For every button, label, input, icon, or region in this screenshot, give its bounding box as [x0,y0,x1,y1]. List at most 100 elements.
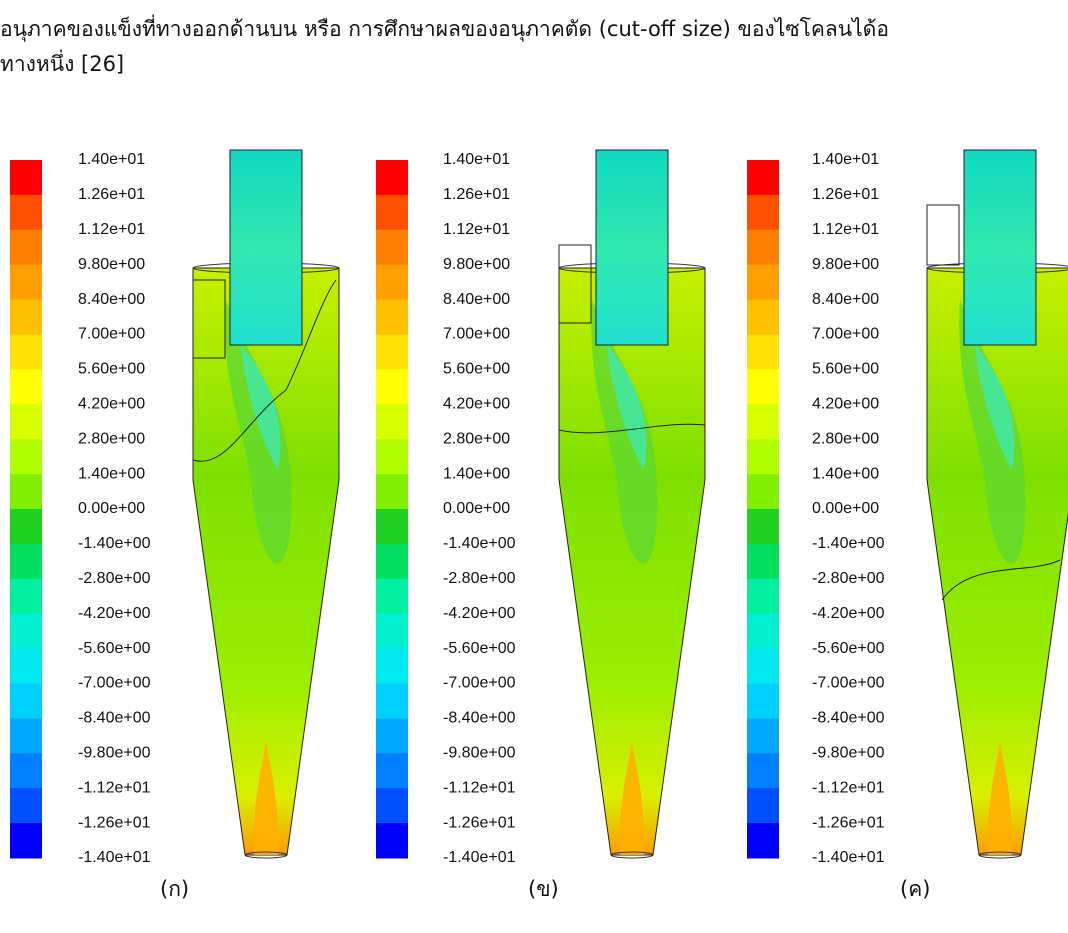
colorbar-band [376,264,408,301]
colorbar-band [10,718,42,754]
colorbar-band [10,753,42,789]
colorbar-band [10,299,42,335]
colorbar-label: 7.00e+00 [78,326,145,343]
colorbar-band [747,194,779,231]
colorbar-label: -1.40e+01 [443,849,516,866]
colorbar-band [747,753,779,789]
colorbar-label: 2.80e+00 [443,430,510,447]
colorbar-label: 1.12e+01 [443,221,510,238]
colorbar-band [10,613,42,650]
vortex-finder [595,149,669,346]
colorbar-label: 9.80e+00 [443,256,510,273]
colorbar-label: 1.26e+01 [443,186,510,203]
colorbar-band [10,578,42,615]
colorbar-label: 8.40e+00 [812,291,879,308]
colorbar-label: 7.00e+00 [443,326,510,343]
vortex-finder [963,149,1037,346]
colorbar-band [747,299,779,335]
colorbar-label: 1.40e+00 [78,465,145,482]
colorbar-label: -9.80e+00 [78,745,151,762]
colorbar-band [10,194,42,231]
colorbar-label: 5.60e+00 [443,361,510,378]
colorbar-band [376,194,408,231]
colorbar-band [376,509,408,545]
colorbar-band [747,823,779,859]
colorbar-band [376,474,408,510]
colorbar-label: -7.00e+00 [78,675,151,692]
colorbar-label: 0.00e+00 [443,500,510,517]
colorbar-label: 1.40e+01 [812,151,879,168]
colorbar-label: 4.20e+00 [78,396,145,413]
colorbar-label: -4.20e+00 [812,605,885,622]
colorbar-band [376,160,408,196]
colorbar-band [747,474,779,510]
colorbar-band [10,509,42,545]
colorbar-label: -1.12e+01 [812,779,885,796]
colorbar-label: -7.00e+00 [812,675,885,692]
colorbar-label: -1.26e+01 [812,814,885,831]
colorbar-label: -1.12e+01 [78,779,151,796]
colorbar-label: -1.40e+01 [78,849,151,866]
panel-caption: (ค) [900,877,930,901]
colorbar-label: -4.20e+00 [443,605,516,622]
colorbar-band [10,474,42,510]
colorbar-label: -1.40e+00 [443,535,516,552]
body-text: อนุภาคของแข็งที่ทางออกด้านบน หรือ การศึก… [0,14,889,42]
colorbar-band [747,648,779,684]
cyclone [192,149,340,859]
colorbar-band [10,264,42,301]
panel-caption: (ข) [528,877,559,901]
colorbar-band [376,718,408,754]
colorbar-band [747,334,779,370]
colorbar-band [376,613,408,650]
colorbar-label: 1.12e+01 [78,221,145,238]
colorbar-band [376,299,408,335]
colorbar-band [747,229,779,266]
colorbar-label: 9.80e+00 [78,256,145,273]
colorbar-label: -4.20e+00 [78,605,151,622]
colorbar-band [10,683,42,719]
colorbar-label: 7.00e+00 [812,326,879,343]
colorbar-label: 5.60e+00 [812,361,879,378]
colorbar-band [10,229,42,266]
colorbar-label: -5.60e+00 [812,640,885,657]
core-inner [241,345,281,470]
colorbar-label: -1.26e+01 [78,814,151,831]
colorbar-label: -1.12e+01 [443,779,516,796]
cyclone-bottom [244,851,288,859]
inlet [926,204,960,266]
colorbar-label: 9.80e+00 [812,256,879,273]
colorbar-band [747,439,779,475]
cyclone-bottom [978,851,1022,859]
colorbar-label: -1.40e+00 [78,535,151,552]
colorbar-label: 0.00e+00 [812,500,879,517]
colorbar-band [747,683,779,719]
colorbar-band [10,543,42,580]
vortex-finder [229,149,303,346]
colorbar-label: 1.40e+01 [78,151,145,168]
core-region [959,300,1026,564]
colorbar-band [747,578,779,615]
colorbar-band [10,648,42,684]
colorbar-band [376,439,408,475]
colorbar-band [747,788,779,824]
colorbar-label: 2.80e+00 [812,430,879,447]
cyclone [558,149,706,859]
inlet [558,244,592,324]
colorbar-label: 4.20e+00 [812,396,879,413]
body-text: ทางหนึ่ง [26] [0,49,124,76]
colorbar-band [747,543,779,580]
colorbar-band [10,334,42,370]
colorbar-label: -8.40e+00 [443,710,516,727]
colorbar-label: -9.80e+00 [812,745,885,762]
colorbar-band [10,369,42,405]
colorbar-band [376,648,408,684]
colorbar-band [376,788,408,824]
core-inner [975,345,1015,470]
colorbar-band [747,613,779,650]
colorbar-label: 0.00e+00 [78,500,145,517]
core-region [591,300,658,564]
hot-spot [987,740,1013,855]
